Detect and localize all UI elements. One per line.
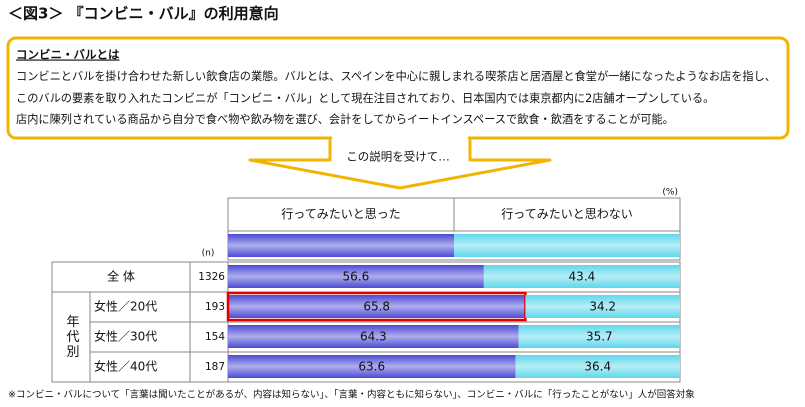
footnote: ※コンビニ・バルについて「言葉は聞いたことがあるが、内容は知らない」、「言葉・内… bbox=[8, 389, 695, 401]
page-title: ＜図3＞ 『コンビニ・バル』の利用意向 bbox=[8, 5, 279, 23]
n-value: 1326 bbox=[198, 271, 225, 283]
legend-swatch-shine bbox=[454, 234, 680, 257]
bar-shine bbox=[525, 295, 680, 318]
n-value: 193 bbox=[205, 301, 225, 313]
category-label: 女性／40代 bbox=[94, 359, 157, 374]
value-label: 43.4 bbox=[569, 270, 596, 284]
n-label: (n) bbox=[202, 249, 215, 259]
arrow-join bbox=[332, 134, 468, 142]
value-label: 35.7 bbox=[586, 330, 613, 344]
unit-label: (%) bbox=[662, 188, 678, 198]
arrow bbox=[248, 139, 552, 190]
category-label: 女性／20代 bbox=[94, 299, 157, 314]
arrow-text: この説明を受けて… bbox=[346, 150, 450, 164]
bar-shine bbox=[228, 325, 519, 348]
box-line: 店内に陳列されている商品から自分で食べ物や飲み物を選び、会計をしてからイートイン… bbox=[16, 112, 674, 126]
n-value: 154 bbox=[205, 331, 225, 343]
category-label: 全 体 bbox=[107, 269, 135, 284]
bar-shine bbox=[228, 355, 516, 378]
value-label: 34.2 bbox=[589, 300, 616, 314]
bar-shine bbox=[515, 355, 680, 378]
box-line: このバルの要素を取り入れたコンビニが「コンビニ・バル」として現在注目されており、… bbox=[16, 91, 714, 105]
bar-shine bbox=[228, 265, 484, 288]
box-heading: コンビニ・バルとは bbox=[16, 48, 120, 62]
value-label: 65.8 bbox=[363, 300, 390, 314]
bar-shine bbox=[518, 325, 680, 348]
legend-label: 行ってみたいと思った bbox=[281, 207, 400, 221]
value-label: 36.4 bbox=[584, 360, 611, 374]
group-label: 年代別 bbox=[64, 315, 80, 360]
legend-label: 行ってみたいと思わない bbox=[501, 207, 632, 221]
bar-shine bbox=[483, 265, 680, 288]
value-label: 64.3 bbox=[360, 330, 387, 344]
n-value: 187 bbox=[205, 361, 225, 373]
legend-swatch-shine bbox=[228, 234, 454, 257]
bar-shine bbox=[228, 295, 526, 318]
box-line: コンビニとバルを掛け合わせた新しい飲食店の業態。バルとは、スペインを中心に親しま… bbox=[16, 69, 776, 83]
value-label: 56.6 bbox=[343, 270, 370, 284]
category-label: 女性／30代 bbox=[94, 329, 157, 344]
value-label: 63.6 bbox=[358, 360, 385, 374]
